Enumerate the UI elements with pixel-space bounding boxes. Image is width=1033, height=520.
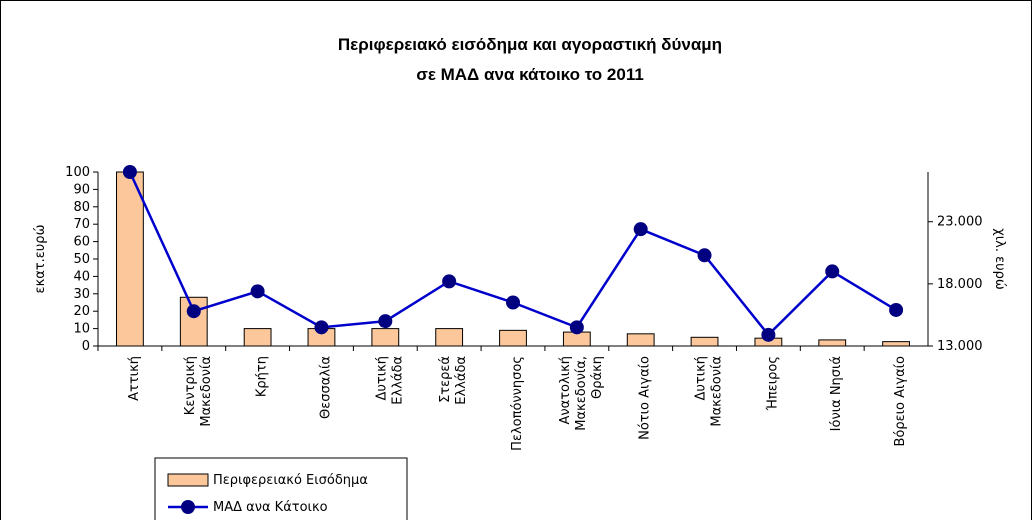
x-tick-label: Αττική bbox=[126, 356, 141, 401]
x-tick-label: ΔυτικήΜακεδονία bbox=[693, 356, 724, 427]
marker bbox=[825, 264, 840, 279]
marker bbox=[761, 327, 776, 342]
marker bbox=[889, 302, 904, 317]
marker bbox=[186, 304, 201, 319]
legend-swatch bbox=[167, 473, 209, 487]
bar bbox=[371, 328, 400, 347]
x-tick-label: Ήπειρος bbox=[765, 356, 780, 411]
bar bbox=[818, 339, 847, 347]
x-tick-label: Νότιο Αιγαίο bbox=[637, 356, 652, 440]
bar bbox=[435, 328, 464, 347]
y2-tick-label: 13.000 bbox=[937, 339, 983, 354]
marker bbox=[569, 320, 584, 335]
marker bbox=[250, 284, 265, 299]
y2-tick-label: 18.000 bbox=[937, 276, 983, 291]
bar bbox=[882, 341, 910, 347]
y-tick-label: 50 bbox=[73, 252, 90, 267]
x-tick-label: Θεσσαλία bbox=[318, 356, 333, 419]
legend-marker bbox=[181, 500, 195, 514]
legend bbox=[154, 457, 408, 520]
x-tick-label: ΣτερεάΕλλάδα bbox=[438, 356, 469, 405]
x-tick-label: Πελοπόννησος bbox=[510, 356, 525, 451]
x-tick-label: ΔυτικήΕλλάδα bbox=[374, 356, 405, 405]
chart-title: Περιφερειακό εισόδημα και αγοραστική δύν… bbox=[338, 35, 722, 84]
legend-label: ΜΑΔ ανα Κάτοικο bbox=[213, 500, 328, 515]
y-tick-label: 30 bbox=[73, 286, 90, 301]
marker bbox=[506, 295, 520, 310]
marker bbox=[314, 320, 329, 335]
y-tick-label: 80 bbox=[73, 199, 90, 214]
x-tick-label: Ιόνια Νησιά bbox=[829, 356, 844, 431]
bar bbox=[116, 171, 144, 347]
marker bbox=[442, 274, 457, 289]
x-tick-label: Βόρειο Αιγαίο bbox=[893, 356, 908, 447]
y-tick-label: 40 bbox=[73, 269, 90, 284]
bar bbox=[626, 333, 655, 347]
y-tick-label: 70 bbox=[73, 217, 90, 232]
x-tick-label: ΑνατολικήΜακεδονία,Θράκη bbox=[557, 356, 604, 431]
bar bbox=[243, 328, 272, 347]
bar bbox=[690, 336, 719, 347]
legend-label: Περιφερειακό Εισόδημα bbox=[213, 473, 368, 488]
y-axis-label: εκατ.ευρώ bbox=[33, 225, 48, 294]
y-tick-label: 10 bbox=[73, 321, 90, 336]
marker bbox=[378, 314, 393, 329]
y-tick-label: 90 bbox=[73, 182, 90, 197]
x-tick-label: Κρήτη bbox=[254, 356, 269, 397]
x-tick-label: ΚεντρικήΜακεδονία bbox=[182, 356, 213, 427]
y2-tick-label: 23.000 bbox=[937, 214, 983, 229]
y-tick-label: 20 bbox=[73, 304, 90, 319]
y-tick-label: 100 bbox=[65, 165, 90, 180]
bar bbox=[499, 329, 527, 347]
marker bbox=[697, 248, 712, 263]
y-tick-label: 60 bbox=[73, 234, 90, 249]
y-tick-label: 0 bbox=[82, 339, 90, 354]
marker bbox=[122, 165, 137, 179]
y2-axis-label: χιλ. ευρώ bbox=[993, 228, 1008, 290]
marker bbox=[633, 222, 648, 237]
